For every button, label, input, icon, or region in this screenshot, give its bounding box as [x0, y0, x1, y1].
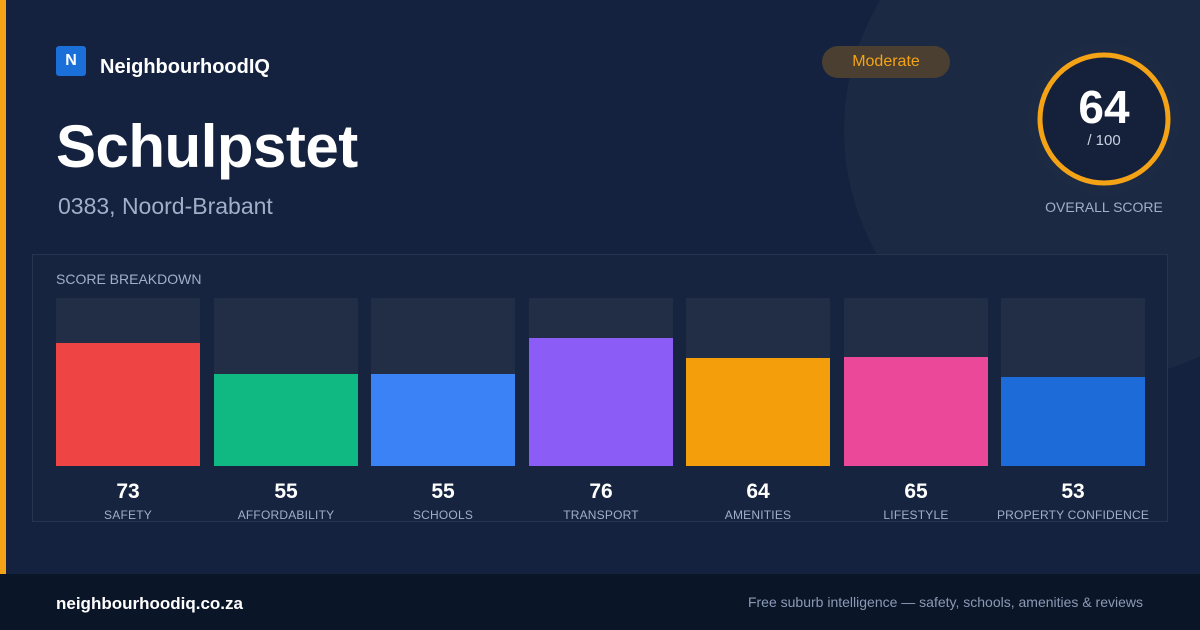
bar-label-lifestyle: LIFESTYLE — [883, 508, 949, 522]
bar-track-safety — [56, 298, 200, 466]
bar-track-transport — [529, 298, 673, 466]
bar-track-schools — [371, 298, 515, 466]
overall-score-value: 64 — [1078, 81, 1130, 133]
footer — [0, 574, 1200, 630]
breakdown-title: SCORE BREAKDOWN — [56, 271, 202, 287]
bar-label-amenities: AMENITIES — [724, 508, 792, 522]
bar-label-transport: TRANSPORT — [563, 508, 639, 522]
bar-lifestyle — [844, 357, 988, 466]
bar-safety — [56, 343, 200, 466]
suburb-title: Schulpstet — [56, 113, 358, 180]
suburb-location: 0383, Noord-Brabant — [58, 193, 273, 219]
bar-track-property-confidence — [1001, 298, 1145, 466]
bar-value-transport: 76 — [589, 480, 613, 503]
bar-value-property-confidence: 53 — [1061, 480, 1085, 503]
overall-score-ring — [1028, 43, 1180, 195]
bar-value-affordability: 55 — [274, 480, 298, 503]
logo-letter: N — [65, 52, 77, 69]
bar-track-affordability — [214, 298, 358, 466]
bar-value-safety: 73 — [116, 480, 140, 503]
bar-value-amenities: 64 — [746, 480, 770, 503]
score-ring-track — [1037, 52, 1171, 186]
bar-label-schools: SCHOOLS — [412, 508, 474, 522]
accent-bar — [0, 0, 6, 574]
footer-url[interactable]: neighbourhoodiq.co.za — [56, 594, 243, 613]
bar-value-lifestyle: 65 — [904, 480, 928, 503]
rating-badge: Moderate — [822, 46, 950, 78]
bar-amenities — [686, 358, 830, 466]
bar-affordability — [214, 374, 358, 466]
bar-track-amenities — [686, 298, 830, 466]
bar-property-confidence — [1001, 377, 1145, 466]
bar-label-property-confidence: PROPERTY CONFIDENCE — [996, 508, 1150, 522]
brand-name: NeighbourhoodIQ — [100, 56, 270, 78]
overall-score-max: / 100 — [1087, 132, 1121, 149]
logo-icon: N — [56, 46, 86, 76]
footer-tagline: Free suburb intelligence — safety, schoo… — [747, 594, 1143, 610]
bar-transport — [529, 338, 673, 466]
bar-label-safety: SAFETY — [104, 508, 152, 522]
bar-schools — [371, 374, 515, 466]
bar-label-affordability: AFFORDABILITY — [237, 508, 335, 522]
bar-value-schools: 55 — [431, 480, 455, 503]
bar-track-lifestyle — [844, 298, 988, 466]
overall-score-label: OVERALL SCORE — [1045, 199, 1163, 215]
